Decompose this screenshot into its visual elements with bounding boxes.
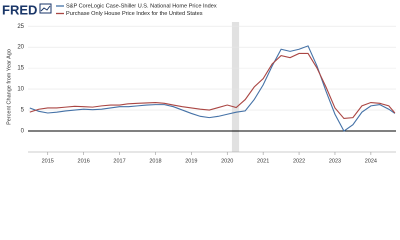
logo-text: FRED — [2, 2, 37, 17]
plot-area — [28, 22, 396, 155]
x-tick-label: 2021 — [257, 158, 269, 164]
logo-icon-line — [40, 5, 51, 12]
legend-label: Purchase Only House Price Index for the … — [66, 11, 203, 17]
y-tick-label: 25 — [17, 24, 24, 30]
chart: FRED S&P CoreLogic Case-Shiller U.S. Nat… — [2, 2, 396, 164]
y-tick-label: 5 — [21, 108, 25, 114]
x-tick-label: 2015 — [42, 158, 54, 164]
x-tick-label: 2019 — [185, 158, 197, 164]
x-tick-label: 2018 — [149, 158, 161, 164]
y-tick-label: 20 — [17, 45, 24, 51]
legend: S&P CoreLogic Case-Shiller U.S. National… — [56, 3, 217, 17]
y-tick-label: 15 — [17, 66, 24, 72]
x-tick-label: 2016 — [78, 158, 90, 164]
plot-background — [28, 22, 396, 152]
logo: FRED — [2, 2, 52, 17]
y-axis-label: Percent Change from Year Ago — [6, 49, 12, 125]
series-line — [29, 45, 396, 132]
x-tick-label: 2020 — [221, 158, 233, 164]
x-tick-label: 2017 — [113, 158, 125, 164]
y-tick-label: 10 — [17, 87, 24, 93]
series-line — [29, 52, 396, 120]
legend-label: S&P CoreLogic Case-Shiller U.S. National… — [66, 3, 217, 9]
x-tick-label: 2022 — [293, 158, 305, 164]
recession-shading — [231, 22, 240, 152]
x-tick-label: 2023 — [329, 158, 341, 164]
y-tick-label: 0 — [21, 129, 25, 135]
x-tick-label: 2024 — [365, 158, 377, 164]
